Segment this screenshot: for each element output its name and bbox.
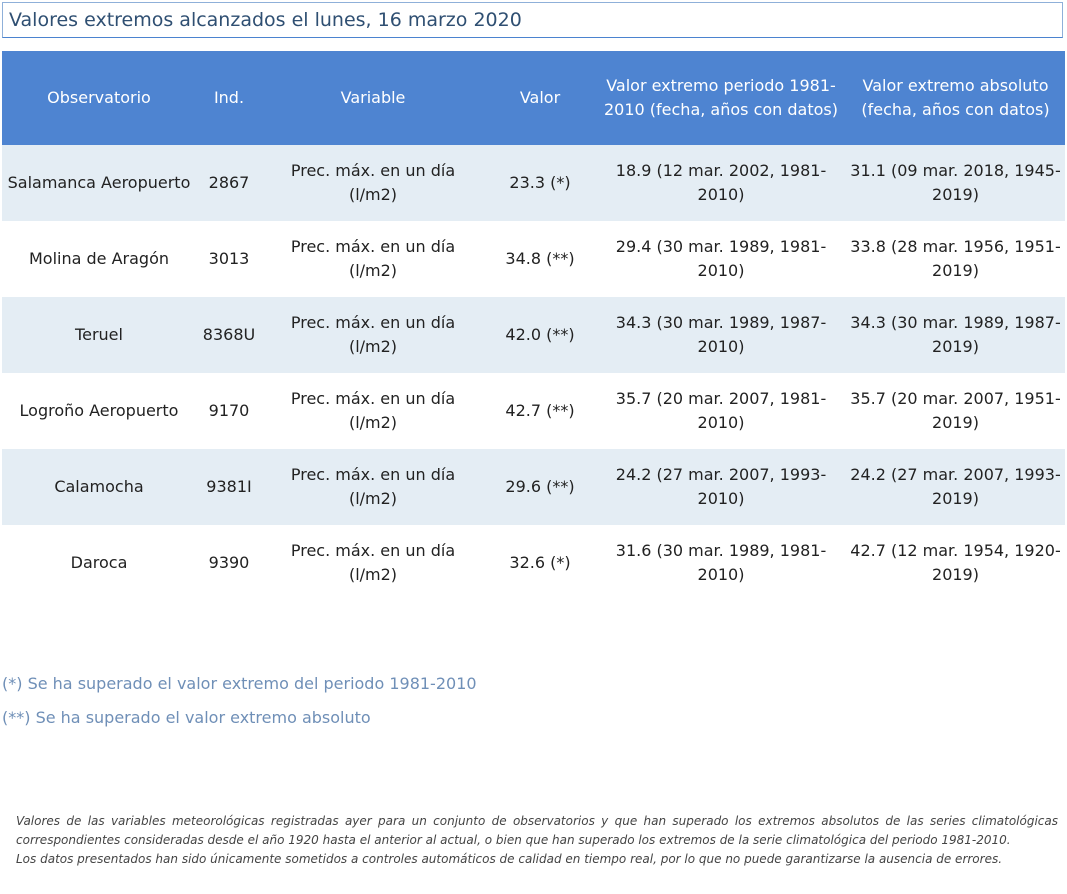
cell-variable: Prec. máx. en un día (l/m2) [262, 145, 484, 221]
page-title: Valores extremos alcanzados el lunes, 16… [9, 9, 522, 31]
note-single-star: (*) Se ha superado el valor extremo del … [2, 674, 477, 693]
footnote-paragraph-2: Los datos presentados han sido únicament… [16, 852, 1003, 866]
table-row: Logroño Aeropuerto 9170 Prec. máx. en un… [2, 373, 1065, 449]
cell-periodo: 31.6 (30 mar. 1989, 1981-2010) [596, 525, 846, 601]
cell-variable: Prec. máx. en un día (l/m2) [262, 297, 484, 373]
cell-periodo: 18.9 (12 mar. 2002, 1981-2010) [596, 145, 846, 221]
legend-notes: (*) Se ha superado el valor extremo del … [2, 672, 902, 730]
cell-observatorio: Teruel [2, 297, 196, 373]
cell-ind: 8368U [196, 297, 262, 373]
column-header-observatorio: Observatorio [2, 51, 196, 145]
cell-periodo: 35.7 (20 mar. 2007, 1981-2010) [596, 373, 846, 449]
title-bar: Valores extremos alcanzados el lunes, 16… [2, 2, 1063, 38]
table-row: Molina de Aragón 3013 Prec. máx. en un d… [2, 221, 1065, 297]
cell-ind: 2867 [196, 145, 262, 221]
table-row: Daroca 9390 Prec. máx. en un día (l/m2) … [2, 525, 1065, 601]
cell-valor: 32.6 (*) [484, 525, 596, 601]
footnote: Valores de las variables meteorológicas … [16, 812, 1058, 869]
cell-valor: 34.8 (**) [484, 221, 596, 297]
column-header-absoluto: Valor extremo absoluto (fecha, años con … [846, 51, 1065, 145]
note-double-star: (**) Se ha superado el valor extremo abs… [2, 708, 371, 727]
cell-periodo: 34.3 (30 mar. 1989, 1987-2010) [596, 297, 846, 373]
cell-ind: 9381I [196, 449, 262, 525]
column-header-variable: Variable [262, 51, 484, 145]
cell-observatorio: Molina de Aragón [2, 221, 196, 297]
cell-variable: Prec. máx. en un día (l/m2) [262, 373, 484, 449]
cell-observatorio: Daroca [2, 525, 196, 601]
extremes-table: Observatorio Ind. Variable Valor Valor e… [2, 51, 1065, 601]
cell-periodo: 29.4 (30 mar. 1989, 1981-2010) [596, 221, 846, 297]
footnote-paragraph-1: Valores de las variables meteorológicas … [16, 814, 1058, 847]
table-row: Teruel 8368U Prec. máx. en un día (l/m2)… [2, 297, 1065, 373]
cell-valor: 29.6 (**) [484, 449, 596, 525]
cell-absoluto: 31.1 (09 mar. 2018, 1945-2019) [846, 145, 1065, 221]
table-header-row: Observatorio Ind. Variable Valor Valor e… [2, 51, 1065, 145]
cell-variable: Prec. máx. en un día (l/m2) [262, 525, 484, 601]
table-row: Salamanca Aeropuerto 2867 Prec. máx. en … [2, 145, 1065, 221]
cell-ind: 9390 [196, 525, 262, 601]
cell-valor: 42.7 (**) [484, 373, 596, 449]
cell-absoluto: 35.7 (20 mar. 2007, 1951-2019) [846, 373, 1065, 449]
cell-variable: Prec. máx. en un día (l/m2) [262, 221, 484, 297]
cell-absoluto: 24.2 (27 mar. 2007, 1993-2019) [846, 449, 1065, 525]
cell-observatorio: Salamanca Aeropuerto [2, 145, 196, 221]
column-header-ind: Ind. [196, 51, 262, 145]
table-row: Calamocha 9381I Prec. máx. en un día (l/… [2, 449, 1065, 525]
cell-observatorio: Calamocha [2, 449, 196, 525]
cell-variable: Prec. máx. en un día (l/m2) [262, 449, 484, 525]
cell-ind: 3013 [196, 221, 262, 297]
column-header-periodo: Valor extremo periodo 1981-2010 (fecha, … [596, 51, 846, 145]
cell-observatorio: Logroño Aeropuerto [2, 373, 196, 449]
cell-valor: 42.0 (**) [484, 297, 596, 373]
cell-ind: 9170 [196, 373, 262, 449]
column-header-valor: Valor [484, 51, 596, 145]
cell-absoluto: 34.3 (30 mar. 1989, 1987-2019) [846, 297, 1065, 373]
cell-absoluto: 33.8 (28 mar. 1956, 1951-2019) [846, 221, 1065, 297]
cell-valor: 23.3 (*) [484, 145, 596, 221]
cell-periodo: 24.2 (27 mar. 2007, 1993-2010) [596, 449, 846, 525]
cell-absoluto: 42.7 (12 mar. 1954, 1920-2019) [846, 525, 1065, 601]
